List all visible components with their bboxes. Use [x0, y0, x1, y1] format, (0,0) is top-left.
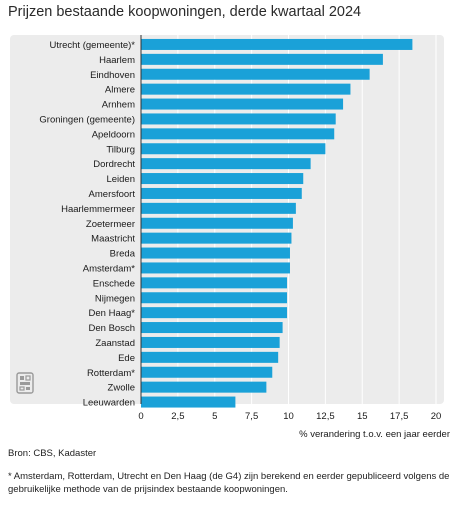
bar: [141, 351, 279, 363]
category-label: Maastricht: [91, 234, 135, 245]
category-labels: Utrecht (gemeente)* Haarlem Eindhoven Almer…: [39, 40, 135, 409]
category-label: Amersfoort: [89, 189, 136, 200]
bar: [141, 113, 336, 125]
category-label: Zaanstad: [95, 338, 135, 349]
bar: [141, 307, 288, 319]
bar: [141, 396, 236, 408]
bar: [141, 187, 302, 199]
bar: [141, 158, 311, 170]
bar: [141, 202, 296, 214]
category-label: Haarlem: [99, 55, 135, 66]
bar: [141, 53, 383, 65]
bar: [141, 128, 335, 140]
category-label: Arnhem: [102, 100, 135, 111]
bar: [141, 322, 283, 334]
bar: [141, 217, 293, 229]
x-tick-label: 2,5: [171, 411, 184, 422]
x-axis-label: % verandering t.o.v. een jaar eerder: [299, 429, 450, 440]
category-label: Leiden: [106, 174, 135, 185]
x-tick-label: 20: [431, 411, 442, 422]
category-label: Ede: [118, 353, 135, 364]
category-label: Dordrecht: [93, 159, 135, 170]
category-label: Utrecht (gemeente)*: [49, 40, 135, 51]
bar: [141, 143, 326, 155]
bar: [141, 366, 273, 378]
x-tick-label: 10: [283, 411, 294, 422]
x-tick-label: 7,5: [245, 411, 258, 422]
category-label: Groningen (gemeente): [39, 114, 135, 125]
source-note: Bron: CBS, Kadaster: [8, 448, 97, 459]
category-label: Amsterdam*: [83, 263, 136, 274]
category-label: Almere: [105, 85, 135, 96]
category-label: Eindhoven: [90, 70, 135, 81]
x-tick-label: 5: [212, 411, 217, 422]
bar: [141, 38, 413, 50]
bar: [141, 247, 290, 259]
category-label: Breda: [110, 249, 136, 260]
category-label: Den Haag*: [89, 308, 136, 319]
bar: [141, 173, 304, 185]
x-tick-label: 15: [357, 411, 368, 422]
category-label: Apeldoorn: [92, 129, 135, 140]
chart-title: Prijzen bestaande koopwoningen, derde kw…: [8, 4, 362, 20]
category-label: Zoetermeer: [86, 219, 135, 230]
category-label: Zwolle: [108, 383, 135, 394]
category-label: Enschede: [93, 278, 135, 289]
category-label: Haarlemmermeer: [61, 204, 135, 215]
cbs-logo-icon: [16, 372, 34, 394]
x-tick-label: 0: [138, 411, 143, 422]
category-label: Nijmegen: [95, 293, 135, 304]
category-label: Rotterdam*: [87, 368, 135, 379]
x-tick-labels: 0 2,5 5 7,5 10 12,5 15 17,5 20: [138, 411, 441, 422]
bar: [141, 336, 280, 348]
category-label: Tilburg: [106, 144, 135, 155]
bar: [141, 98, 344, 110]
x-tick-label: 17,5: [390, 411, 409, 422]
bar: [141, 262, 290, 274]
x-tick-label: 12,5: [316, 411, 335, 422]
category-label: Den Bosch: [89, 323, 135, 334]
footnote: * Amsterdam, Rotterdam, Utrecht en Den H…: [8, 471, 450, 495]
bar-chart: Utrecht (gemeente)* Haarlem Eindhoven Almer…: [10, 35, 450, 440]
bar: [141, 381, 267, 393]
bar: [141, 68, 370, 80]
category-label: Leeuwarden: [83, 398, 135, 409]
bar: [141, 292, 288, 304]
bar: [141, 277, 288, 289]
bar: [141, 232, 292, 244]
bar: [141, 83, 351, 95]
bars: [141, 38, 413, 408]
